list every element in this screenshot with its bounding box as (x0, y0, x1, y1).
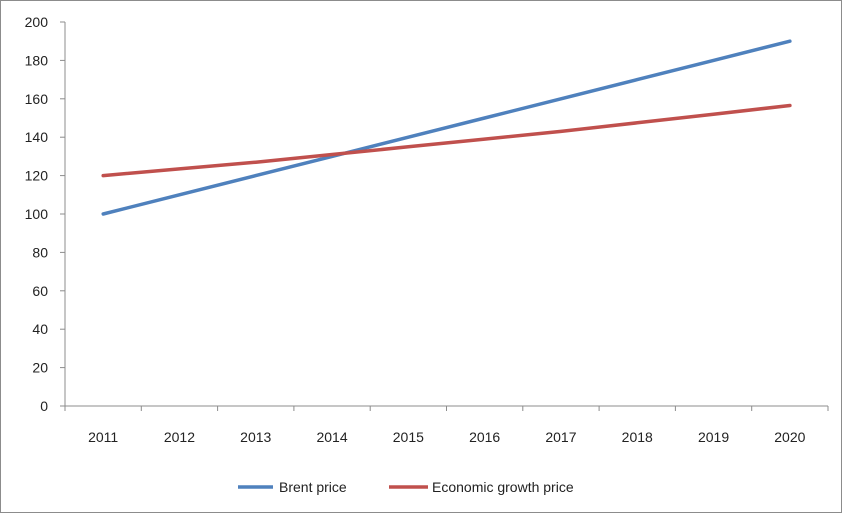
legend: Brent price Economic growth price (238, 479, 574, 495)
y-tick-label: 0 (40, 398, 48, 414)
axes (60, 21, 829, 411)
y-tick-label: 160 (25, 91, 49, 107)
x-tick-labels: 2011 2012 2013 2014 2015 2016 2017 2018 2019 2020 (88, 429, 806, 445)
legend-label: Economic growth price (432, 479, 574, 495)
series-line-brent-price (101, 39, 792, 216)
x-tick-label: 2013 (240, 429, 271, 445)
x-tick-label: 2019 (698, 429, 729, 445)
y-tick-label: 60 (32, 283, 48, 299)
y-tick-label: 40 (32, 321, 48, 337)
x-tick-label: 2014 (316, 429, 347, 445)
x-tick-label: 2018 (622, 429, 653, 445)
x-tick-label: 2017 (545, 429, 576, 445)
x-tick-label: 2012 (164, 429, 195, 445)
legend-label: Brent price (279, 479, 347, 495)
y-tick-label: 200 (25, 14, 49, 30)
x-tick-label: 2011 (88, 429, 118, 445)
x-tick-label: 2016 (469, 429, 500, 445)
y-tick-label: 140 (25, 129, 49, 145)
y-tick-label: 100 (25, 206, 49, 222)
y-tick-label: 180 (25, 52, 49, 68)
x-tick-label: 2015 (393, 429, 424, 445)
y-tick-labels: 0 20 40 60 80 100 120 140 160 180 200 (25, 14, 49, 414)
y-tick-label: 120 (25, 168, 49, 184)
x-tick-label: 2020 (774, 429, 805, 445)
series-lines (101, 39, 792, 216)
y-tick-label: 80 (32, 244, 48, 260)
y-tick-label: 20 (32, 360, 48, 376)
series-line-economic-growth-price (101, 103, 792, 178)
